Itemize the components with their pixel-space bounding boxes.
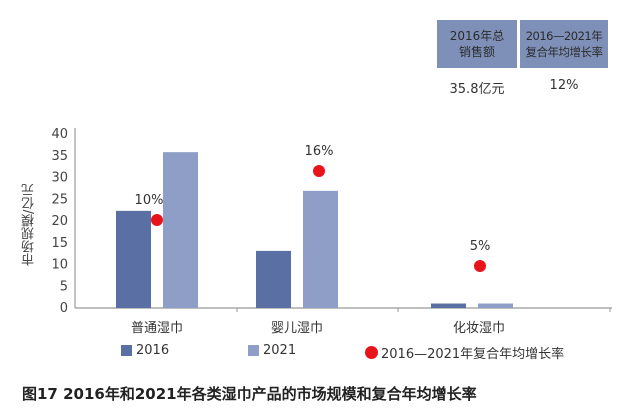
bar-2016 xyxy=(431,303,466,308)
y-tick-label: 0 xyxy=(60,301,68,316)
legend-item-2021: 2021 xyxy=(248,343,296,358)
y-tick-label: 35 xyxy=(51,149,68,164)
summary-value-cagr: 12% xyxy=(549,78,579,93)
bars xyxy=(116,152,611,312)
legend-label: 2021 xyxy=(263,343,297,358)
header-line: 2016年总 xyxy=(449,29,505,43)
summary-value-sales: 35.8亿元 xyxy=(449,82,505,97)
y-tick-label: 20 xyxy=(51,214,68,229)
legend: 2016 2021 2016—2021年复合年均增长率 xyxy=(0,343,640,363)
bar-2021 xyxy=(303,190,338,308)
x-category-label: 婴儿湿巾 xyxy=(271,321,323,336)
x-category-label: 普通湿巾 xyxy=(131,321,183,336)
legend-swatch-2016 xyxy=(121,345,132,356)
header-line: 2016—2021年 xyxy=(525,29,603,43)
cagr-label: 10% xyxy=(135,193,164,208)
summary-table: 2016年总 销售额 2016—2021年 复合年均增长率 35.8亿元 12% xyxy=(437,20,608,97)
legend-label: 2016—2021年复合年均增长率 xyxy=(381,347,565,362)
header-line: 复合年均增长率 xyxy=(525,45,604,59)
header-line: 销售额 xyxy=(458,45,495,59)
legend-dot-icon xyxy=(365,346,378,359)
cagr-dot-icon xyxy=(313,165,325,177)
bar-2016 xyxy=(256,250,291,308)
y-tick-label: 5 xyxy=(60,279,68,294)
figure-caption: 图17 2016年和2021年各类湿巾产品的市场规模和复合年均增长率 xyxy=(22,385,477,403)
cagr-markers: 10% 16% 5% xyxy=(135,144,491,272)
y-tick-label: 10 xyxy=(51,258,68,273)
legend-item-2016: 2016 xyxy=(121,343,169,358)
y-tick-label: 25 xyxy=(51,192,68,207)
cagr-dot-icon xyxy=(151,214,163,226)
legend-item-cagr: 2016—2021年复合年均增长率 xyxy=(365,343,564,362)
y-tick-label: 15 xyxy=(51,236,68,251)
cagr-dot-icon xyxy=(474,260,486,272)
summary-header-sales: 2016年总 销售额 xyxy=(437,20,517,68)
legend-label: 2016 xyxy=(136,343,170,358)
bar-chart: 0 5 10 15 20 25 30 35 40 10% 16% 5% 普通湿巾 婴儿湿巾 化妆湿巾 xyxy=(51,127,612,336)
cagr-label: 5% xyxy=(470,239,491,254)
y-axis-ticks: 0 5 10 15 20 25 30 35 40 xyxy=(51,127,68,316)
x-axis-labels: 普通湿巾 婴儿湿巾 化妆湿巾 xyxy=(131,321,505,336)
cagr-label: 16% xyxy=(305,144,334,159)
bar-2021 xyxy=(163,152,198,308)
bar-2016 xyxy=(116,210,151,308)
y-tick-label: 40 xyxy=(51,127,68,142)
x-category-label: 化妆湿巾 xyxy=(453,321,505,336)
bar-2021 xyxy=(478,303,513,308)
y-tick-label: 30 xyxy=(51,171,68,186)
summary-header-cagr: 2016—2021年 复合年均增长率 xyxy=(520,20,608,68)
legend-swatch-2021 xyxy=(248,345,259,356)
